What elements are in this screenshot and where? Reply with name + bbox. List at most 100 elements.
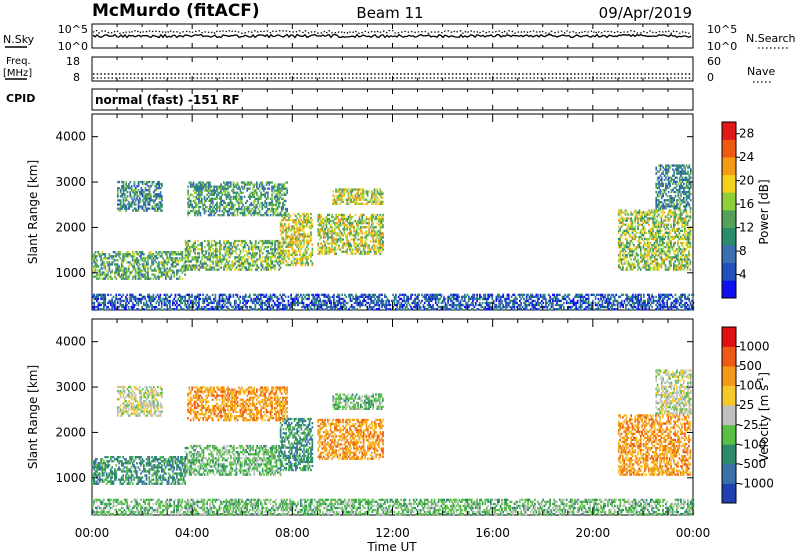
echo-cell bbox=[123, 255, 126, 258]
echo-cell bbox=[284, 308, 287, 311]
echo-cell bbox=[655, 211, 657, 214]
echo-cell bbox=[143, 209, 145, 212]
echo-cell bbox=[666, 174, 669, 177]
echo-cell bbox=[271, 181, 273, 184]
echo-cell bbox=[254, 293, 257, 296]
echo-cell bbox=[282, 293, 284, 296]
echo-cell bbox=[241, 256, 243, 259]
echo-cell bbox=[141, 207, 144, 210]
echo-cell bbox=[195, 201, 198, 205]
echo-cell bbox=[346, 238, 348, 241]
echo-cell bbox=[666, 170, 669, 173]
echo-cell bbox=[689, 186, 692, 190]
echo-cell bbox=[670, 223, 672, 226]
echo-cell bbox=[358, 217, 361, 221]
echo-cell bbox=[195, 303, 197, 307]
echo-cell bbox=[246, 181, 249, 184]
echo-cell bbox=[125, 187, 127, 190]
echo-cell bbox=[685, 244, 688, 247]
power-echoes bbox=[92, 164, 695, 311]
echo-cell bbox=[375, 232, 377, 235]
echo-cell bbox=[369, 226, 372, 229]
echo-cell bbox=[98, 269, 101, 272]
echo-cell bbox=[160, 301, 163, 305]
echo-cell bbox=[296, 217, 298, 220]
echo-cell bbox=[617, 211, 620, 214]
echo-cell bbox=[214, 299, 217, 303]
echo-cell bbox=[665, 166, 667, 169]
echo-cell bbox=[364, 219, 366, 223]
echo-cell bbox=[688, 186, 691, 190]
echo-cell bbox=[265, 203, 268, 207]
echo-cell bbox=[310, 225, 312, 228]
echo-cell bbox=[657, 250, 660, 253]
echo-cell bbox=[107, 301, 109, 305]
echo-cell bbox=[676, 199, 678, 202]
echo-cell bbox=[210, 246, 213, 249]
echo-cell bbox=[148, 197, 151, 200]
echo-cell bbox=[186, 268, 188, 271]
echo-cell bbox=[191, 185, 193, 188]
echo-cell bbox=[198, 264, 201, 267]
echo-cell bbox=[127, 275, 130, 278]
echo-cell bbox=[329, 219, 332, 223]
echo-cell bbox=[683, 192, 685, 196]
echo-cell bbox=[236, 214, 239, 217]
echo-cell bbox=[663, 201, 666, 204]
echo-cell bbox=[673, 229, 675, 232]
echo-cell bbox=[184, 241, 187, 245]
echo-cell bbox=[362, 192, 365, 195]
echo-cell bbox=[675, 248, 678, 251]
echo-cell bbox=[290, 259, 293, 263]
echo-cell bbox=[196, 293, 199, 296]
echo-cell bbox=[671, 258, 674, 261]
echo-cell bbox=[275, 193, 277, 196]
echo-cell bbox=[306, 249, 308, 252]
echo-cell bbox=[144, 205, 147, 208]
echo-cell bbox=[191, 244, 194, 247]
echo-cell bbox=[177, 269, 180, 272]
echo-cell bbox=[642, 266, 645, 269]
echo-cell bbox=[170, 259, 173, 262]
echo-cell bbox=[217, 214, 220, 217]
echo-cell bbox=[206, 244, 209, 247]
echo-cell bbox=[353, 188, 355, 191]
echo-cell bbox=[365, 242, 368, 245]
echo-cell bbox=[201, 246, 203, 249]
echo-cell bbox=[129, 293, 131, 296]
echo-cell bbox=[198, 308, 200, 311]
echo-cell bbox=[237, 239, 239, 243]
echo-cell bbox=[162, 263, 164, 266]
echo-cell bbox=[622, 266, 624, 269]
echo-cell bbox=[217, 262, 220, 265]
echo-cell bbox=[318, 234, 321, 237]
echo-cell bbox=[210, 212, 213, 215]
echo-cell bbox=[126, 303, 129, 307]
echo-cell bbox=[667, 250, 670, 253]
echo-cell bbox=[268, 239, 271, 243]
echo-cell bbox=[670, 235, 672, 239]
echo-cell bbox=[665, 199, 667, 202]
echo-cell bbox=[201, 266, 203, 269]
echo-cell bbox=[619, 237, 621, 241]
echo-cell bbox=[379, 236, 382, 239]
echo-cell bbox=[379, 202, 381, 205]
echo-cell bbox=[362, 196, 365, 199]
echo-cell bbox=[301, 257, 304, 261]
echo-cell bbox=[275, 207, 277, 211]
echo-cell bbox=[634, 211, 637, 214]
echo-cell bbox=[180, 295, 182, 298]
echo-cell bbox=[662, 184, 664, 188]
echo-cell bbox=[670, 241, 672, 245]
echo-cell bbox=[368, 248, 370, 251]
echo-cell bbox=[187, 268, 190, 271]
echo-cell bbox=[670, 195, 673, 198]
echo-cell bbox=[125, 308, 127, 311]
echo-cell bbox=[100, 295, 102, 298]
echo-cell bbox=[660, 195, 663, 198]
echo-cell bbox=[347, 240, 350, 243]
echo-cell bbox=[163, 263, 166, 266]
nave-tick-high: 60 bbox=[707, 55, 721, 68]
echo-cell bbox=[192, 250, 195, 253]
echo-cell bbox=[282, 207, 284, 211]
